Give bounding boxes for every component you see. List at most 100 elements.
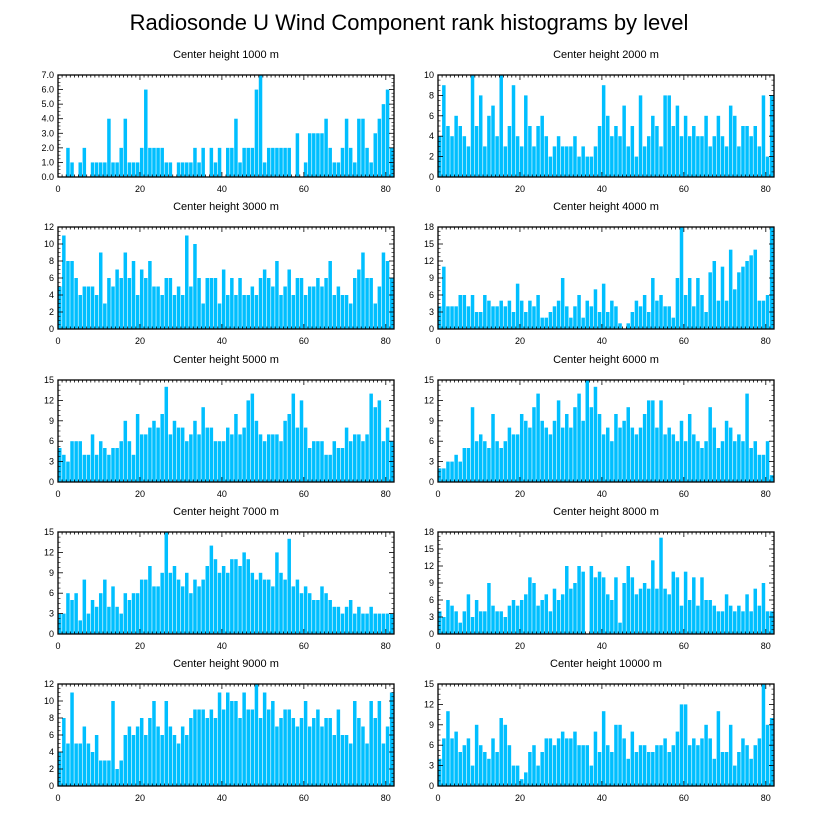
y-tick-label: 6: [429, 111, 434, 121]
histogram-bar: [593, 146, 598, 177]
histogram-bar: [103, 579, 107, 634]
histogram-bar: [316, 441, 320, 482]
histogram-bar: [242, 427, 246, 482]
histogram-bar: [316, 600, 320, 634]
histogram-bar: [499, 75, 503, 177]
x-tick-label: 60: [299, 793, 309, 803]
histogram-bar: [115, 769, 119, 786]
histogram-bar: [332, 162, 337, 177]
histogram-bar: [193, 579, 197, 634]
histogram-bar: [667, 427, 671, 482]
histogram-bar: [499, 718, 503, 786]
histogram-bar: [254, 295, 259, 329]
histogram-bar: [528, 126, 532, 177]
histogram-bar: [614, 724, 618, 786]
histogram-bar: [123, 252, 128, 329]
histogram-bar: [295, 427, 300, 482]
histogram-bar: [536, 605, 540, 634]
histogram-bar: [499, 611, 503, 634]
histogram-bar: [369, 606, 373, 634]
histogram-bar: [651, 752, 655, 786]
histogram-bar: [692, 126, 696, 177]
histogram-bar: [246, 147, 250, 177]
y-tick-label: 18: [424, 527, 434, 537]
y-tick-label: 6: [429, 740, 434, 750]
histogram-bar: [450, 136, 454, 177]
histogram-bar: [515, 765, 520, 786]
histogram-bar: [283, 709, 287, 786]
histogram-bar: [687, 136, 692, 177]
histogram-bar: [197, 278, 201, 329]
histogram-bar: [144, 735, 148, 786]
histogram-bar: [589, 566, 594, 634]
histogram-bar: [765, 724, 770, 786]
histogram-bar: [560, 427, 565, 482]
histogram-bar: [312, 441, 316, 482]
x-tick-label: 20: [515, 641, 525, 651]
histogram-bar: [593, 731, 598, 786]
histogram-bar: [478, 745, 483, 786]
histogram-bar: [303, 586, 308, 634]
histogram-bar: [638, 588, 643, 634]
histogram-bar: [299, 718, 304, 786]
histogram-bar: [569, 427, 573, 482]
histogram-bar: [271, 586, 275, 634]
histogram-bar: [312, 133, 316, 177]
histogram-bar: [209, 427, 214, 482]
histogram-panel: Center height 7000 m 0 20 40 60 80 0 3 6 9 12 15: [44, 506, 395, 651]
histogram-bar: [491, 605, 495, 634]
histogram-bar: [279, 441, 283, 482]
histogram-bar: [213, 278, 218, 329]
histogram-bar: [168, 726, 173, 786]
histogram-bar: [630, 427, 635, 482]
histogram-bar: [511, 312, 516, 329]
histogram-bar: [679, 704, 684, 786]
histogram-bar: [340, 448, 345, 482]
histogram-bar: [336, 286, 341, 329]
histogram-panel: Center height 1000 m 0 20 40 60 80 0.0 1.0 2.0 3.…: [41, 49, 395, 194]
histogram-bar: [565, 566, 569, 634]
histogram-bar: [458, 126, 462, 177]
histogram-bar: [156, 286, 160, 329]
histogram-bar: [474, 441, 479, 482]
histogram-bar: [544, 738, 549, 786]
y-tick-label: 6: [49, 273, 54, 283]
histogram-bar: [201, 407, 205, 482]
histogram-bar: [659, 745, 663, 786]
histogram-bar: [353, 701, 357, 786]
histogram-bar: [466, 738, 471, 786]
histogram-bar: [221, 441, 226, 482]
histogram-bar: [757, 738, 762, 786]
histogram-bar: [712, 758, 717, 786]
histogram-bar: [287, 538, 291, 634]
histogram-bar: [745, 126, 749, 177]
histogram-bar: [560, 278, 565, 329]
histogram-bar: [217, 441, 222, 482]
histogram-bar: [348, 441, 353, 482]
histogram-bar: [135, 414, 140, 482]
histogram-bar: [663, 306, 667, 329]
histogram-bar: [271, 434, 275, 482]
histogram-bar: [246, 295, 250, 329]
histogram-bar: [519, 300, 524, 329]
histogram-bar: [86, 743, 91, 786]
histogram-bar: [213, 559, 218, 634]
histogram-bar: [82, 147, 87, 177]
histogram-bar: [466, 448, 471, 482]
x-tick-label: 20: [135, 641, 145, 651]
y-tick-label: 2: [429, 152, 434, 162]
histogram-bar: [189, 162, 193, 177]
histogram-bar: [209, 278, 214, 329]
histogram-bar: [638, 745, 643, 786]
histogram-bar: [548, 312, 553, 329]
histogram-bar: [548, 738, 553, 786]
histogram-bar: [357, 606, 361, 634]
histogram-bar: [565, 414, 569, 482]
histogram-bar: [679, 227, 684, 329]
y-tick-label: 12: [424, 561, 434, 571]
histogram-bar: [74, 441, 78, 482]
histogram-bar: [275, 552, 279, 634]
histogram-bar: [622, 583, 626, 634]
histogram-bar: [201, 147, 205, 177]
histogram-bar: [536, 765, 540, 786]
